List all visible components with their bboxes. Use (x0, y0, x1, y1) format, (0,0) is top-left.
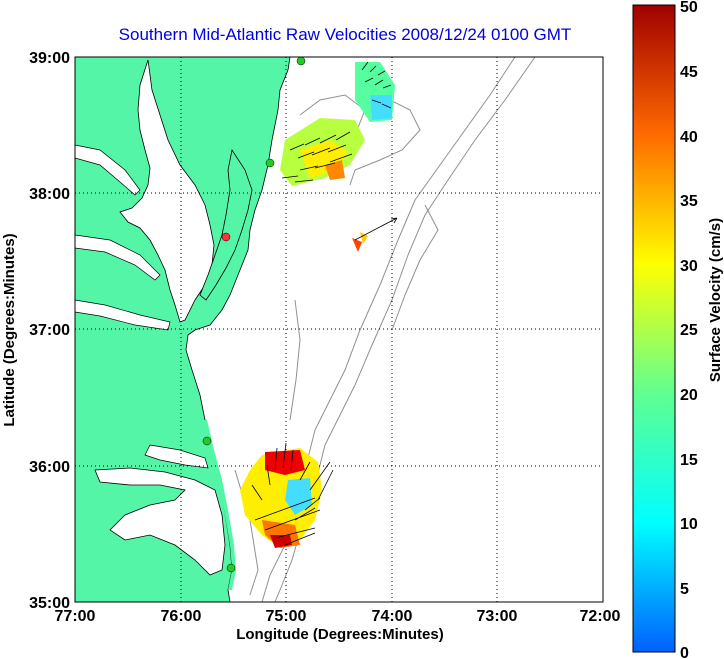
map-grid (75, 57, 603, 602)
y-tick-label: 35:00 (29, 595, 70, 612)
y-tick-label: 39:00 (29, 50, 70, 67)
colorbar-tick-label: 5 (680, 581, 689, 598)
station-marker (221, 232, 231, 242)
velocity-vectors (251, 61, 398, 546)
y-tick-label: 37:00 (29, 322, 70, 339)
station-marker (296, 57, 306, 66)
x-tick-label: 74:00 (372, 608, 413, 625)
colorbar-ticks: 50 45 40 35 30 25 20 15 10 5 0 (680, 0, 698, 659)
x-tick-label: 76:00 (161, 608, 202, 625)
x-axis-ticks: 77:00 76:00 75:00 74:00 73:00 72:00 (55, 608, 621, 625)
colorbar-tick-label: 30 (680, 258, 698, 275)
station-marker (265, 158, 275, 168)
station-marker (226, 563, 236, 573)
river-rappahannock (75, 234, 161, 281)
x-tick-label: 77:00 (55, 608, 96, 625)
colorbar-tick-label: 25 (680, 322, 698, 339)
pamlico-sound (94, 467, 226, 576)
colorbar-tick-label: 15 (680, 452, 698, 469)
velocity-patch-hatteras (240, 448, 322, 548)
colorbar-tick-label: 50 (680, 0, 698, 16)
colorbar-tick-label: 45 (680, 64, 698, 81)
colorbar-label: Surface Velocity (cm/s) (707, 218, 724, 382)
x-tick-label: 73:00 (477, 608, 518, 625)
y-axis-label: Latitude (Degrees:Minutes) (1, 233, 18, 426)
map-title: Southern Mid-Atlantic Raw Velocities 200… (119, 25, 572, 44)
x-axis-label: Longitude (Degrees:Minutes) (236, 626, 444, 643)
velocity-patch-central (352, 238, 362, 252)
colorbar-tick-label: 20 (680, 387, 698, 404)
y-axis-ticks: 39:00 38:00 37:00 36:00 35:00 (29, 50, 70, 612)
station-marker (202, 436, 212, 446)
river-potomac (75, 144, 141, 196)
colorbar-tick-label: 0 (680, 645, 689, 659)
x-tick-label: 72:00 (580, 608, 621, 625)
colorbar-tick-label: 10 (680, 516, 698, 533)
delmarva-peninsula (199, 148, 253, 301)
colorbar-tick-label: 40 (680, 129, 698, 146)
colorbar (632, 4, 676, 653)
y-tick-label: 38:00 (29, 186, 70, 203)
river-james (75, 299, 171, 331)
velocity-patches (240, 62, 395, 548)
colorbar-tick-label: 35 (680, 193, 698, 210)
y-tick-label: 36:00 (29, 459, 70, 476)
albemarle-sound (144, 444, 209, 469)
plot-frame (74, 56, 604, 603)
station-markers (202, 57, 306, 573)
x-tick-label: 75:00 (266, 608, 307, 625)
chesapeake-bay (119, 59, 215, 323)
